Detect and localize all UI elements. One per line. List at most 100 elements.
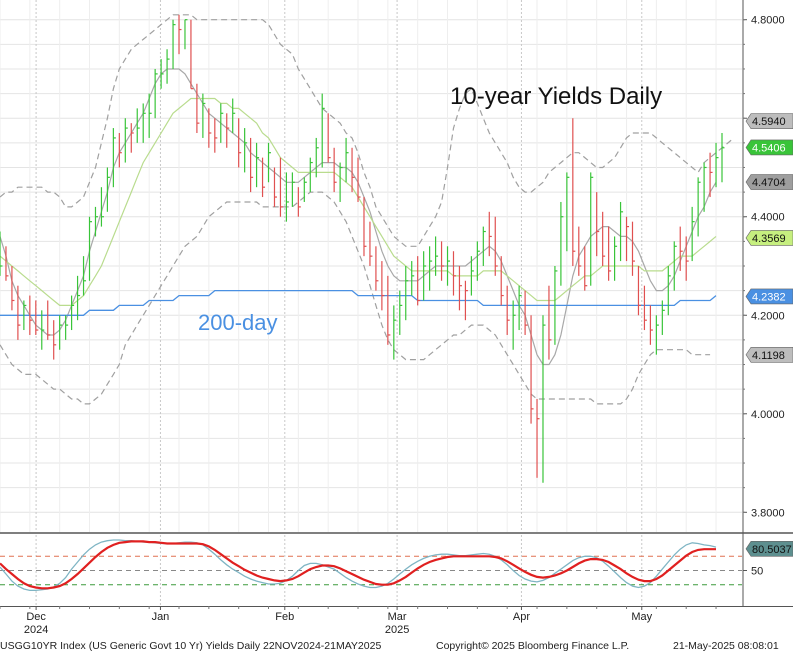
price-bar: [76, 275, 81, 321]
price-bar: [41, 310, 45, 350]
y-tick-label: 4.2000: [751, 310, 785, 322]
price-bar: [560, 201, 564, 286]
last-value-tag-lower-band: 4.1198: [745, 346, 793, 363]
last-value-tag-short-moving-average-box: [745, 174, 793, 190]
price-bar: [542, 315, 546, 483]
price-bar: [23, 300, 27, 331]
price-bar: [5, 246, 9, 281]
last-value-tag-medium-moving-average: 4.3569: [745, 230, 793, 246]
price-bar: [142, 103, 146, 143]
x-tick-label: May: [631, 611, 652, 623]
price-bar: [470, 256, 474, 296]
price-bar: [643, 285, 647, 331]
price-bar: [65, 315, 69, 340]
price-bar: [679, 226, 683, 271]
last-value-tag-last-price-label: 4.5406: [752, 142, 786, 154]
price-bar: [160, 59, 164, 89]
x-tick-label: Feb: [275, 611, 294, 623]
price-bar: [178, 14, 182, 55]
price-bar: [613, 236, 618, 281]
last-value-tag-short-moving-average: 4.4704: [745, 174, 793, 190]
last-value-tag-medium-moving-average-box: [745, 230, 793, 246]
price-bar: [488, 211, 492, 257]
price-bar: [584, 246, 588, 291]
price-bar: [667, 266, 671, 316]
price-bar: [649, 305, 653, 345]
price-bar: [118, 133, 122, 168]
price-bar: [530, 315, 534, 424]
price-bar: [685, 236, 689, 281]
oscillator-last-value-tag-box: [745, 541, 793, 557]
price-bar: [482, 226, 486, 266]
oscillator-last-value-tag-label: 80.5037: [752, 544, 792, 556]
footer-source: USGG10YR Index (US Generic Govt 10 Yr) Y…: [0, 640, 381, 652]
price-bar: [345, 137, 349, 183]
price-bar: [578, 226, 582, 276]
last-value-tag-lower-band-label: 4.1198: [752, 350, 785, 362]
last-value-tag-short-moving-average-label: 4.4704: [752, 177, 786, 189]
price-bar: [47, 300, 51, 340]
price-bar: [35, 300, 39, 335]
price-bar: [661, 300, 665, 335]
chart-labels: 10-year Yields Daily 200-day: [198, 83, 662, 335]
price-bar: [172, 19, 176, 69]
price-bar: [226, 113, 230, 148]
series-line-upper-band: [0, 14, 735, 247]
price-bar: [536, 399, 540, 478]
price-bar: [351, 147, 355, 193]
price-bar: [315, 137, 319, 178]
oscillator-line-fast: [0, 539, 717, 592]
price-bar: [619, 201, 624, 262]
price-bar: [631, 221, 635, 276]
price-bar: [434, 236, 439, 276]
x-tick-label: Apr: [513, 611, 530, 623]
footer-copyright: Copyright© 2025 Bloomberg Finance L.P.: [436, 640, 629, 652]
price-bar: [94, 206, 98, 237]
price-bar: [554, 266, 558, 345]
oscillator-line-slow: [0, 540, 716, 590]
price-bar: [303, 177, 307, 202]
price-bar: [59, 315, 63, 350]
y-tick-label: 4.0000: [751, 409, 785, 421]
price-bar: [399, 290, 403, 335]
oscillator-last-value-tag: 80.5037: [745, 541, 793, 557]
last-value-tag-upper-band-box: [745, 113, 793, 129]
price-bar: [196, 83, 200, 133]
price-bar: [166, 49, 170, 84]
price-bar: [464, 280, 468, 321]
price-bar: [339, 162, 343, 202]
price-bar: [572, 118, 576, 266]
price-bar: [655, 315, 659, 355]
price-bar: [29, 295, 33, 335]
price-bar: [190, 19, 194, 90]
price-bar: [715, 142, 719, 188]
price-bar: [321, 93, 325, 168]
last-value-tag-200-day: 4.2382: [745, 288, 793, 305]
x-tick-label: Jan: [152, 611, 170, 623]
price-bar: [333, 147, 337, 193]
price-bar: [494, 216, 498, 276]
price-bar: [214, 118, 218, 153]
price-bar: [124, 118, 128, 163]
y-tick-label: 4.4000: [751, 212, 785, 224]
oscillator-lines: [0, 539, 717, 592]
x-tick-label: Mar: [388, 611, 407, 623]
price-bar: [285, 172, 289, 222]
last-value-tag-last-price: 4.5406: [745, 139, 793, 156]
price-bar: [423, 251, 427, 301]
price-bar: [512, 300, 516, 350]
price-bar: [53, 320, 57, 360]
price-bars: [0, 14, 725, 483]
price-bar: [393, 305, 397, 360]
price-bar: [357, 157, 361, 202]
price-bar: [148, 93, 152, 138]
price-bar: [100, 187, 104, 227]
price-bar: [673, 241, 677, 291]
price-bar: [625, 216, 630, 262]
price-bar: [387, 275, 391, 345]
price-bar: [405, 266, 409, 321]
price-bar: [458, 266, 462, 311]
price-bar: [220, 103, 224, 143]
price-bar: [273, 167, 277, 207]
